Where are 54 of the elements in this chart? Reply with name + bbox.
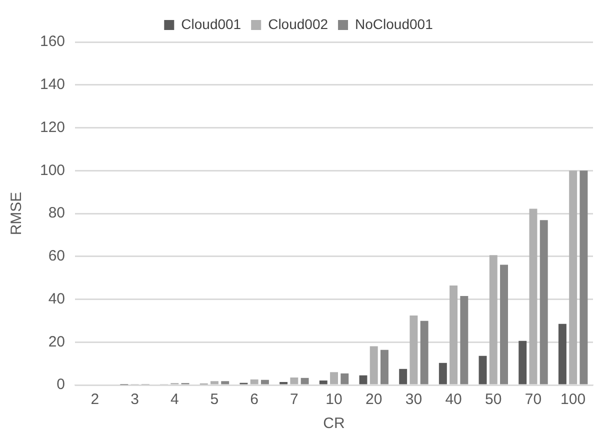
- x-tick-label: 6: [250, 391, 258, 408]
- x-tick-label: 30: [405, 391, 422, 408]
- bar: [450, 286, 458, 384]
- bar: [319, 380, 328, 384]
- bar: [420, 320, 428, 384]
- bar: [478, 356, 487, 384]
- bar: [260, 380, 269, 384]
- bar: [489, 255, 498, 384]
- bar: [221, 381, 230, 384]
- bar: [558, 324, 566, 384]
- x-tick-label: 50: [485, 391, 502, 408]
- y-tick-label: 80: [48, 204, 66, 222]
- bar: [529, 208, 538, 384]
- x-tick-label: 40: [445, 391, 462, 408]
- bar: [500, 264, 508, 384]
- bar: [518, 340, 527, 384]
- bar: [569, 170, 578, 384]
- x-tick-label: 3: [130, 391, 139, 408]
- x-tick-label: 70: [524, 391, 542, 408]
- bar: [210, 381, 218, 384]
- x-tick-label: 20: [366, 391, 382, 408]
- legend-label: Cloud002: [268, 16, 328, 32]
- bar: [370, 346, 378, 384]
- y-tick-label: 20: [48, 333, 66, 350]
- y-tick-label: 120: [40, 118, 66, 136]
- y-axis-title: RMSE: [8, 192, 26, 236]
- legend-label: Cloud001: [181, 16, 242, 32]
- y-tick-label: 100: [40, 162, 66, 179]
- legend-label: NoCloud001: [355, 16, 434, 32]
- y-tick-label: 140: [40, 76, 66, 94]
- x-tick-label: 4: [170, 391, 179, 408]
- y-tick-label: 160: [40, 33, 66, 50]
- y-tick-label: 60: [48, 248, 66, 265]
- x-axis-title: CR: [323, 415, 346, 432]
- x-tick-label: 5: [210, 391, 219, 408]
- bar: [359, 375, 368, 384]
- y-tick-label: 40: [48, 290, 66, 308]
- bar: [250, 379, 258, 384]
- bar: [399, 368, 408, 384]
- x-tick-label: 7: [290, 391, 298, 408]
- bar: [380, 350, 388, 384]
- bar: [410, 316, 418, 384]
- bar: [300, 378, 309, 384]
- x-tick-label: 100: [560, 391, 586, 408]
- bar: [330, 372, 338, 384]
- bar: [460, 296, 468, 384]
- bar: [290, 377, 298, 384]
- bar: [438, 362, 447, 384]
- x-tick-label: 10: [326, 391, 342, 408]
- bar: [540, 220, 548, 384]
- bar: [580, 170, 588, 384]
- x-tick-label: 2: [90, 391, 100, 408]
- y-tick-label: 0: [56, 376, 66, 394]
- bar: [340, 373, 349, 384]
